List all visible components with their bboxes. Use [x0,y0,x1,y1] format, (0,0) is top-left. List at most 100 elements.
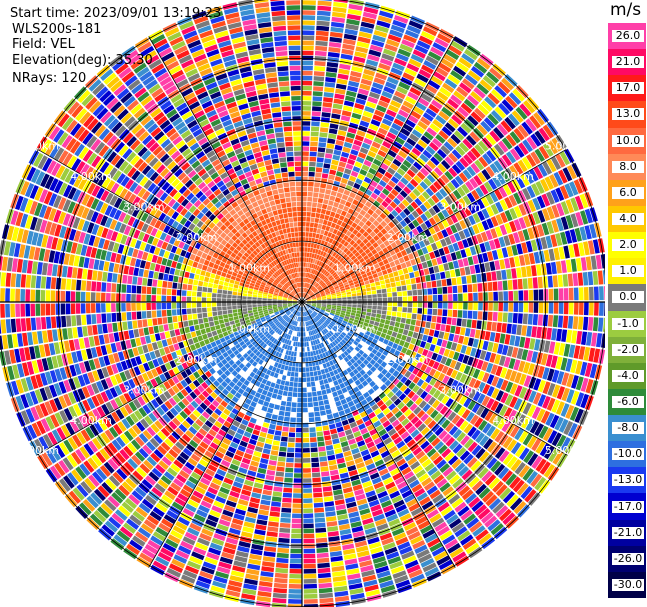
velocity-cell [551,137,563,152]
velocity-cell [374,334,380,341]
velocity-cell [514,335,521,347]
velocity-cell [371,286,376,291]
velocity-cell [409,403,418,412]
velocity-cell [575,211,584,226]
velocity-cell [291,523,302,529]
velocity-cell [161,518,174,529]
velocity-cell [309,222,314,228]
velocity-cell [167,434,178,444]
velocity-cell [373,30,388,38]
velocity-cell [294,305,299,309]
velocity-cell [352,368,359,375]
velocity-cell [331,280,337,285]
velocity-cell [500,120,512,133]
velocity-cell [346,18,360,26]
velocity-cell [332,570,346,577]
velocity-cell [327,325,332,330]
velocity-cell [399,274,405,281]
velocity-cell [571,330,578,344]
velocity-cell [332,108,342,115]
velocity-cell [305,288,308,293]
velocity-cell [155,396,164,406]
velocity-cell [303,508,313,514]
velocity-cell [480,120,492,133]
velocity-cell [324,158,332,164]
velocity-cell [377,271,383,277]
velocity-cell [416,216,424,225]
velocity-cell [324,321,329,325]
velocity-cell [549,414,560,429]
velocity-cell [406,137,417,147]
velocity-cell [505,95,518,109]
velocity-cell [339,286,345,290]
velocity-cell [288,361,293,367]
velocity-cell [328,324,333,329]
velocity-cell [257,331,263,337]
velocity-cell [436,316,442,324]
velocity-cell [350,272,356,277]
velocity-cell [313,289,318,293]
velocity-cell [111,492,124,504]
velocity-cell [338,431,346,438]
velocity-cell [121,418,131,429]
velocity-cell [341,308,347,311]
velocity-cell [438,347,446,356]
velocity-cell [209,442,219,450]
velocity-cell [249,352,255,358]
velocity-cell [440,58,454,69]
velocity-cell [295,362,299,367]
velocity-cell [339,371,345,378]
velocity-cell [463,293,468,301]
velocity-cell [357,36,371,44]
velocity-cell [395,536,409,546]
velocity-cell [315,532,327,538]
velocity-cell [451,458,462,470]
velocity-cell [366,287,371,292]
velocity-cell [199,570,214,580]
velocity-cell [395,579,411,589]
velocity-cell [492,480,504,493]
velocity-cell [187,457,198,467]
velocity-cell [418,240,426,248]
velocity-cell [546,206,555,220]
velocity-cell [340,365,346,372]
velocity-cell [491,250,499,260]
velocity-cell [267,407,274,414]
velocity-cell [360,449,370,457]
velocity-cell [254,316,260,320]
velocity-cell [484,474,497,486]
velocity-cell [389,29,404,38]
velocity-cell [327,317,332,321]
velocity-cell [465,134,477,146]
velocity-cell [321,294,326,297]
velocity-cell [354,540,368,548]
velocity-cell [450,379,459,389]
velocity-cell [466,150,477,162]
velocity-cell [543,249,551,262]
velocity-cell [305,305,309,309]
velocity-cell [317,370,322,376]
velocity-cell [313,71,325,77]
velocity-cell [304,316,307,322]
velocity-cell [297,316,299,322]
velocity-cell [366,291,372,295]
velocity-cell [295,305,299,310]
velocity-cell [372,384,380,392]
velocity-cell [506,494,519,507]
velocity-cell [242,366,249,372]
velocity-cell [590,255,597,270]
velocity-cell [302,417,309,423]
velocity-cell [119,433,130,445]
velocity-cell [365,330,371,336]
velocity-cell [289,578,302,584]
velocity-cell [205,370,212,378]
velocity-cell [114,509,128,521]
velocity-cell [361,245,368,251]
velocity-cell [303,548,316,554]
velocity-cell [163,390,172,400]
velocity-cell [258,509,269,516]
velocity-cell [299,322,301,327]
velocity-cell [421,477,432,487]
velocity-cell [291,309,296,313]
velocity-cell [379,280,386,285]
